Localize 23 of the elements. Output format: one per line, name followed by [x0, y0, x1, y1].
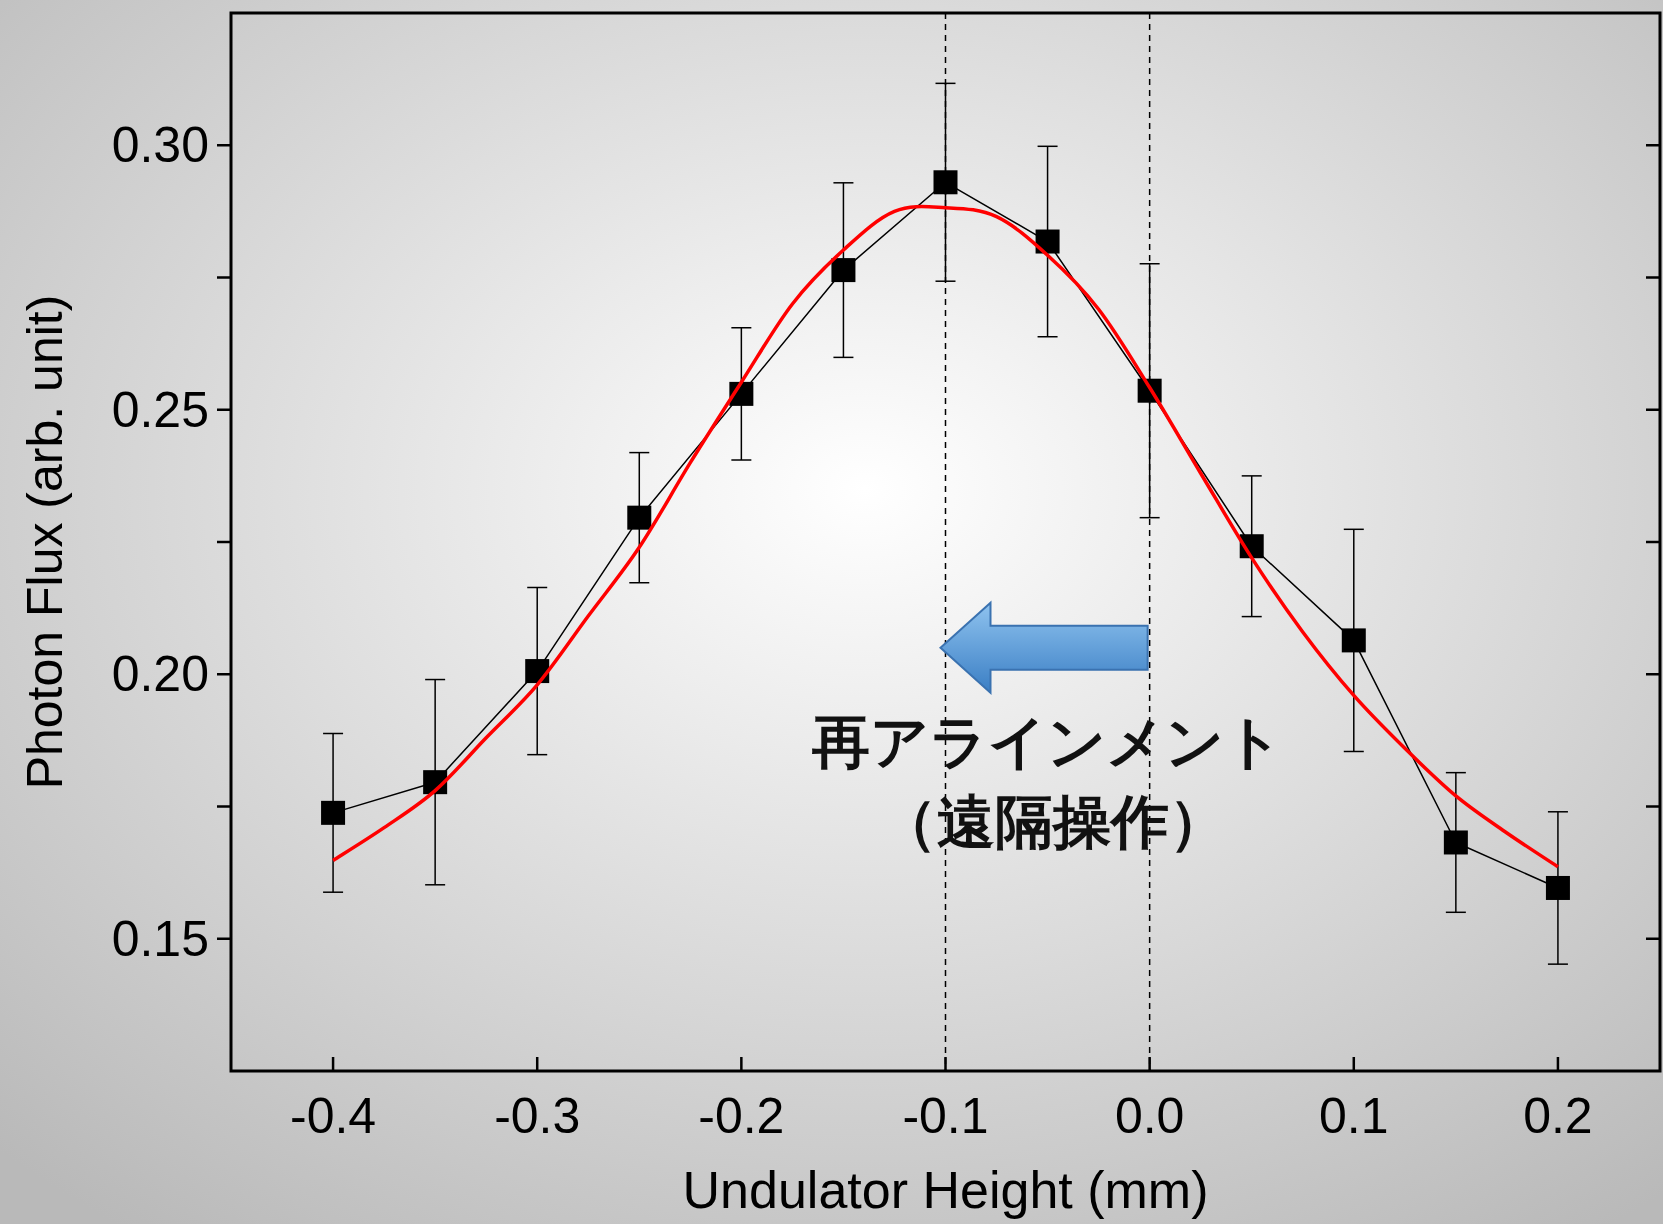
x-axis-title: Undulator Height (mm) [682, 1161, 1209, 1219]
y-tick-label: 0.30 [111, 117, 209, 174]
x-tick-label: -0.3 [494, 1088, 581, 1144]
y-tick-label: 0.20 [111, 646, 209, 703]
point [1443, 830, 1468, 855]
x-tick-label: 0.2 [1523, 1088, 1593, 1144]
x-tick-label: -0.2 [698, 1088, 785, 1144]
point [627, 505, 652, 530]
y-tick-label: 0.25 [111, 381, 209, 438]
point [1341, 628, 1366, 653]
point [831, 258, 856, 283]
point [321, 800, 346, 825]
annotation: 再アラインメント [811, 707, 1284, 776]
x-tick-label: 0.0 [1114, 1088, 1185, 1144]
x-tick-label: -0.1 [902, 1088, 989, 1144]
x-tick-label: 0.1 [1319, 1088, 1389, 1144]
y-tick-label: 0.15 [111, 910, 209, 967]
point [1035, 229, 1060, 254]
annotation: （遠隔操作） [878, 787, 1227, 856]
point [933, 170, 958, 195]
y-axis-title: Photon Flux (arb. unit) [17, 294, 73, 790]
point [1545, 875, 1570, 900]
x-tick-label: -0.4 [289, 1088, 377, 1144]
